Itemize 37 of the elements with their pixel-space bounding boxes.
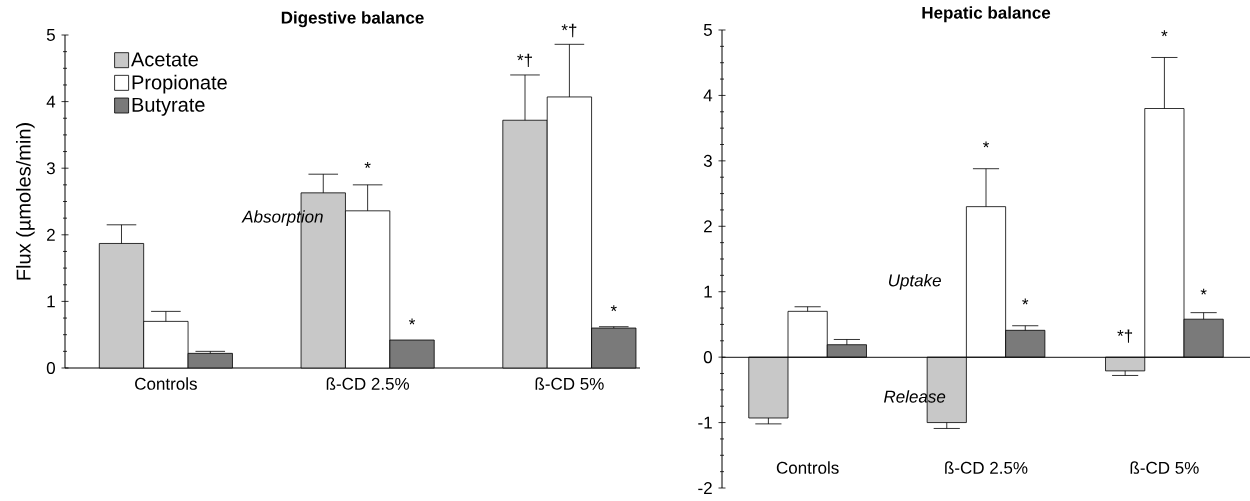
x-tick-label: ß-CD 2.5% <box>945 461 1028 474</box>
annotation: * <box>610 305 617 312</box>
annotation: * <box>364 161 371 168</box>
x-tick-label: ß-CD 2.5% <box>326 377 410 390</box>
y-tick-label: -2 <box>698 482 712 494</box>
legend-label: Butyrate <box>132 97 205 116</box>
y-tick-label: 0 <box>703 351 712 364</box>
y-tick-label: -1 <box>698 416 712 429</box>
y-tick-label: 2 <box>47 228 55 241</box>
x-tick-label: Controls <box>776 461 839 474</box>
y-tick-label: 1 <box>704 285 712 298</box>
x-tick-label: ß-CD 5% <box>1130 461 1199 474</box>
annotation: * <box>408 318 416 325</box>
y-tick-label: 3 <box>703 154 712 167</box>
annotation: Uptake <box>889 273 941 290</box>
annotation: * <box>1200 288 1207 295</box>
annotation: * <box>982 141 990 148</box>
y-tick-label: 3 <box>46 162 55 175</box>
legend-label: Propionate <box>132 74 227 94</box>
y-tick-label: 1 <box>47 295 55 308</box>
x-tick-label: ß-CD 5% <box>535 377 604 390</box>
chart-title: Digestive balance <box>281 11 424 28</box>
y-tick-label: 5 <box>703 24 712 36</box>
y-tick-label: 0 <box>46 361 55 375</box>
annotation: *† <box>1117 329 1133 343</box>
legend-label: Acetate <box>131 52 198 67</box>
y-axis-title: Flux (µmoles/min) <box>16 123 35 280</box>
chart-title: Hepatic balance <box>922 6 1051 23</box>
annotation: * <box>1161 30 1168 37</box>
annotation: *† <box>517 53 532 68</box>
y-tick-label: 4 <box>703 89 713 102</box>
x-tick-label: Controls <box>135 377 197 390</box>
annotation: *† <box>561 23 577 38</box>
y-tick-label: 2 <box>704 220 712 233</box>
y-tick-label: 5 <box>46 29 55 41</box>
annotation: * <box>1022 298 1029 305</box>
y-tick-label: 4 <box>46 95 56 108</box>
